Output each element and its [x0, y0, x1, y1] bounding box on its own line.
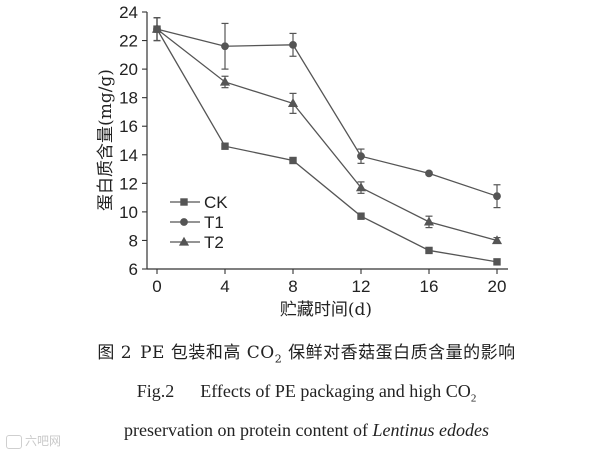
y-tick-label: 22 — [119, 32, 138, 51]
data-point-t1 — [425, 169, 433, 178]
axes — [146, 12, 508, 270]
data-point-t2 — [355, 182, 367, 192]
caption-en-subscript: 2 — [470, 392, 477, 405]
data-point-t1 — [357, 152, 365, 161]
data-point-ck — [289, 156, 297, 165]
data-point-t2 — [219, 76, 231, 86]
y-tick-label: 12 — [119, 174, 138, 193]
caption-cn-text-pre: PE 包装和高 CO — [140, 343, 275, 363]
legend-item-ck: CK — [170, 193, 228, 212]
caption-cn-label: 图 2 — [97, 343, 133, 363]
ticks: 6 8 10 12 14 16 18 20 22 24 0 4 8 12 16 20 — [119, 3, 506, 296]
caption-cn-subscript: 2 — [274, 352, 283, 366]
data-point-t1 — [289, 40, 297, 49]
caption-cn-text: PE 包装和高 CO2 保鲜对香菇蛋白质含量的影响 — [140, 343, 516, 366]
caption-en-species: Lentinus edodes — [372, 420, 489, 440]
data-point-t2 — [423, 216, 435, 226]
figure-caption-english-line1: Fig.2 Effects of PE packaging and high CO… — [0, 381, 613, 405]
figure-caption-chinese: 图 2 PE 包装和高 CO2 保鲜对香菇蛋白质含量的影响 — [0, 338, 613, 365]
figure-caption-english-line2: preservation on protein content of Lenti… — [0, 420, 613, 441]
y-tick-label: 8 — [129, 231, 138, 250]
data-point-ck — [221, 142, 229, 150]
x-tick-label: 20 — [488, 277, 507, 296]
x-tick-label: 12 — [352, 277, 371, 296]
watermark: 六吧网 — [6, 432, 61, 449]
y-tick-label: 24 — [119, 3, 138, 22]
caption-en-line1-text: Effects of PE packaging and high CO — [200, 381, 471, 401]
series-line-t2 — [156, 28, 498, 242]
caption-en-label: Fig.2 — [136, 381, 175, 401]
data-point-t2 — [151, 23, 163, 33]
x-tick-label: 8 — [288, 277, 297, 296]
series-line-t1 — [156, 28, 498, 197]
data-point-ck — [425, 246, 433, 255]
legend-label-t2: T2 — [204, 233, 224, 252]
legend-marker-t1 — [180, 218, 188, 226]
legend-label-ck: CK — [204, 193, 228, 212]
y-tick-label: 20 — [119, 60, 138, 79]
legend-item-t2: T2 — [170, 233, 224, 252]
x-tick-label: 16 — [420, 277, 439, 296]
legend-item-t1: T1 — [170, 213, 224, 232]
data-point-ck — [357, 212, 365, 220]
y-tick-label: 18 — [119, 89, 138, 108]
y-axis-title: 蛋白质含量(mg/g) — [96, 69, 116, 211]
caption-cn-text-post: 保鲜对香菇蛋白质含量的影响 — [282, 343, 516, 363]
x-axis-title: 贮藏时间(d) — [280, 300, 372, 320]
series-t2 — [151, 17, 503, 245]
x-tick-label: 0 — [152, 277, 161, 296]
caption-en-line2-text: preservation on protein content of — [124, 420, 373, 440]
data-point-t1 — [221, 42, 229, 51]
watermark-text: 六吧网 — [25, 434, 62, 448]
legend-marker-ck — [180, 198, 188, 206]
series-line-ck — [156, 28, 498, 263]
data-point-t2 — [491, 235, 503, 245]
legend-label-t1: T1 — [204, 213, 224, 232]
data-point-t2 — [287, 98, 299, 108]
x-tick-label: 4 — [220, 277, 229, 296]
data-point-t1 — [493, 192, 501, 201]
series — [151, 17, 503, 266]
data-point-ck — [493, 258, 501, 266]
y-tick-label: 16 — [119, 117, 138, 136]
y-tick-label: 10 — [119, 203, 138, 222]
y-tick-label: 6 — [129, 260, 138, 279]
legend-marker-t2 — [178, 236, 190, 246]
y-tick-label: 14 — [119, 146, 138, 165]
watermark-logo-icon — [6, 434, 22, 449]
